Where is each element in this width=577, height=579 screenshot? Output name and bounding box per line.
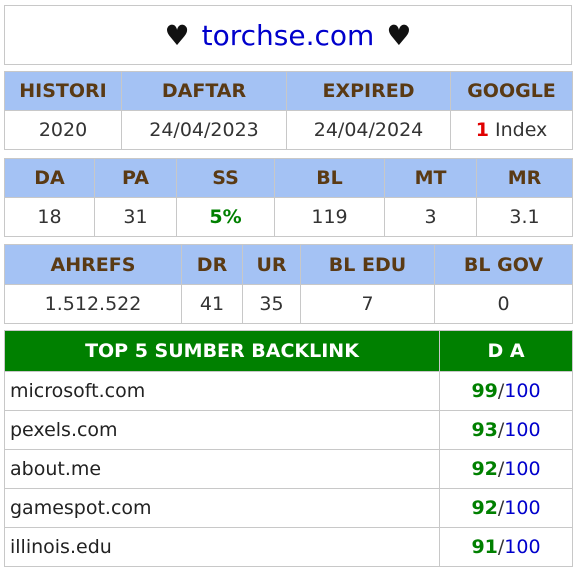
daftar-value: 24/04/2023 bbox=[121, 110, 287, 150]
header-ur: UR bbox=[242, 244, 301, 285]
mr-value: 3.1 bbox=[476, 197, 573, 237]
table-row: microsoft.com 99/100 bbox=[4, 371, 573, 411]
header-ss: SS bbox=[176, 158, 275, 198]
header-da: DA bbox=[4, 158, 95, 198]
heart-icon: ♥ bbox=[386, 18, 412, 52]
backlink-site: gamespot.com bbox=[4, 488, 440, 528]
header-pa: PA bbox=[94, 158, 177, 198]
backlink-site: pexels.com bbox=[4, 410, 440, 450]
table-row: about.me 92/100 bbox=[4, 449, 573, 489]
dr-value: 41 bbox=[181, 284, 243, 324]
ahrefs-table: AHREFS DR UR BL EDU BL GOV 1.512.522 41 … bbox=[4, 244, 573, 324]
header-expired: EXPIRED bbox=[286, 71, 451, 111]
registration-table: HISTORI DAFTAR EXPIRED GOOGLE 2020 24/04… bbox=[4, 71, 573, 150]
pa-value: 31 bbox=[94, 197, 177, 237]
backlink-da: 99/100 bbox=[439, 371, 573, 411]
header-mt: MT bbox=[384, 158, 477, 198]
domain-header: ♥ torchse.com ♥ bbox=[4, 5, 572, 65]
heart-icon: ♥ bbox=[164, 18, 190, 52]
expired-value: 24/04/2024 bbox=[286, 110, 451, 150]
backlink-da: 91/100 bbox=[439, 527, 573, 567]
ahrefs-value: 1.512.522 bbox=[4, 284, 182, 324]
header-bl: BL bbox=[274, 158, 385, 198]
table-row: gamespot.com 92/100 bbox=[4, 488, 573, 528]
table-row: pexels.com 93/100 bbox=[4, 410, 573, 450]
domain-title: torchse.com bbox=[201, 18, 375, 52]
google-index-cell: 1 Index bbox=[450, 110, 573, 150]
header-bl-gov: BL GOV bbox=[434, 244, 573, 285]
google-index-label: Index bbox=[494, 119, 548, 141]
backlink-da-header: D A bbox=[439, 330, 573, 372]
backlink-da: 93/100 bbox=[439, 410, 573, 450]
header-bl-edu: BL EDU bbox=[300, 244, 435, 285]
backlink-title: TOP 5 SUMBER BACKLINK bbox=[4, 330, 440, 372]
header-mr: MR bbox=[476, 158, 573, 198]
ss-value: 5% bbox=[176, 197, 275, 237]
header-histori: HISTORI bbox=[4, 71, 122, 111]
ur-value: 35 bbox=[242, 284, 301, 324]
bl-value: 119 bbox=[274, 197, 385, 237]
header-dr: DR bbox=[181, 244, 243, 285]
header-google: GOOGLE bbox=[450, 71, 573, 111]
backlink-da: 92/100 bbox=[439, 449, 573, 489]
backlink-site: about.me bbox=[4, 449, 440, 489]
bl-gov-value: 0 bbox=[434, 284, 573, 324]
metrics-table: DA PA SS BL MT MR 18 31 5% 119 3 3.1 bbox=[4, 158, 573, 237]
header-daftar: DAFTAR bbox=[121, 71, 287, 111]
mt-value: 3 bbox=[384, 197, 477, 237]
backlink-site: illinois.edu bbox=[4, 527, 440, 567]
google-index-count: 1 bbox=[475, 119, 489, 141]
backlink-table: TOP 5 SUMBER BACKLINK D A microsoft.com … bbox=[4, 330, 573, 567]
histori-value: 2020 bbox=[4, 110, 122, 150]
da-value: 18 bbox=[4, 197, 95, 237]
bl-edu-value: 7 bbox=[300, 284, 435, 324]
backlink-site: microsoft.com bbox=[4, 371, 440, 411]
header-ahrefs: AHREFS bbox=[4, 244, 182, 285]
backlink-da: 92/100 bbox=[439, 488, 573, 528]
table-row: illinois.edu 91/100 bbox=[4, 527, 573, 567]
